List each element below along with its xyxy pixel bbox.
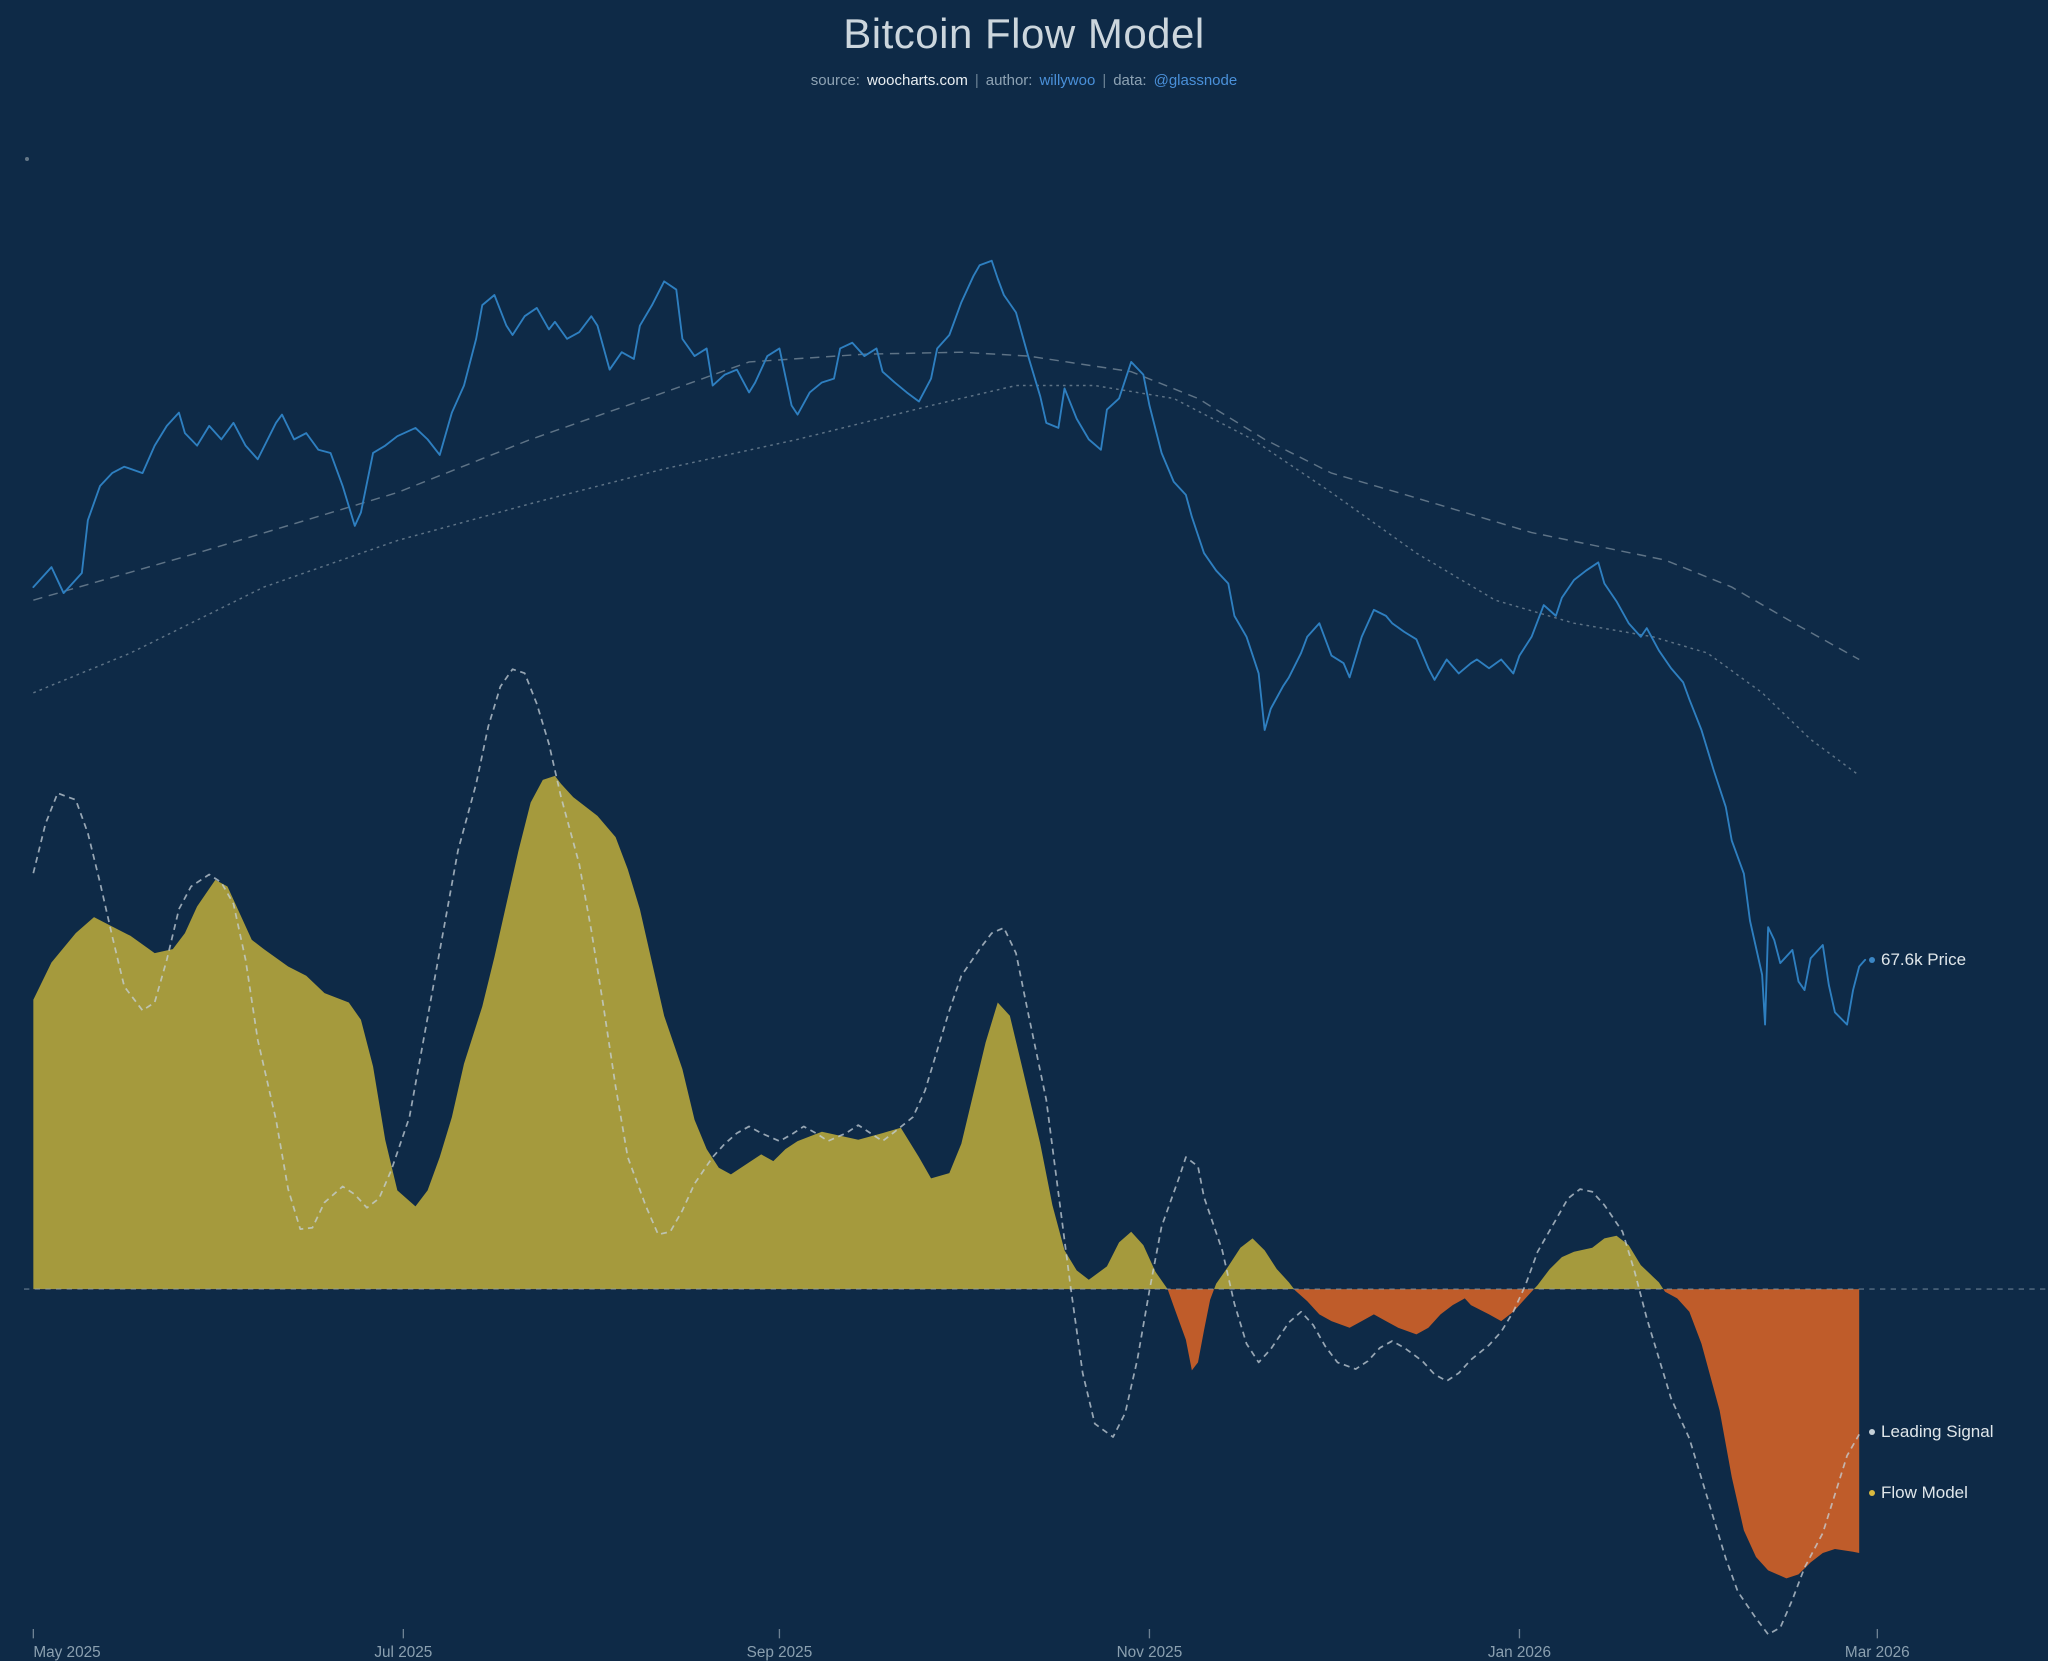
corner-dot [25,157,29,161]
flow-model-dot-icon [1869,1490,1875,1496]
chart-subtitle: source: woocharts.com | author: willywoo… [0,72,2048,89]
separator: | [974,72,979,89]
price-line [32,259,1867,1026]
x-axis-label: Sep 2025 [747,1644,813,1661]
leading-signal-dot-icon [1869,1429,1875,1435]
data-prefix: data: [1113,72,1147,89]
leading-signal-line [32,668,1860,1636]
author-link[interactable]: willywoo [1039,72,1096,89]
source-name: woocharts.com [866,72,968,89]
leading-signal-annotation: Leading Signal [1869,1422,1993,1442]
leading-signal-label: Leading Signal [1881,1422,1994,1441]
flow-model-annotation: Flow Model [1869,1483,1968,1503]
x-axis-label: Jul 2025 [374,1644,432,1661]
price-annotation-label: 67.6k Price [1881,950,1967,969]
page-title: Bitcoin Flow Model [843,10,1205,57]
data-source-link[interactable]: @glassnode [1153,72,1238,89]
flow-model-label: Flow Model [1881,1483,1968,1502]
ma-slow-line [33,384,1860,777]
x-axis-label: Jan 2026 [1488,1644,1551,1661]
price-annotation: 67.6k Price [1869,950,1966,970]
flow-area-positive [33,775,1860,1290]
separator: | [1102,72,1107,89]
x-axis-label: May 2025 [33,1644,100,1661]
ma-fast-line [33,351,1860,661]
x-axis-label: Mar 2026 [1845,1644,1910,1661]
chart-header: Bitcoin Flow Model source: woocharts.com… [0,10,2048,89]
author-prefix: author: [985,72,1033,89]
x-axis-label: Nov 2025 [1117,1644,1183,1661]
source-prefix: source: [810,72,860,89]
price-dot-icon [1869,957,1875,963]
x-axis: May 2025 Jul 2025 Sep 2025 Nov 2025 Jan 2026… [32,1629,1910,1661]
